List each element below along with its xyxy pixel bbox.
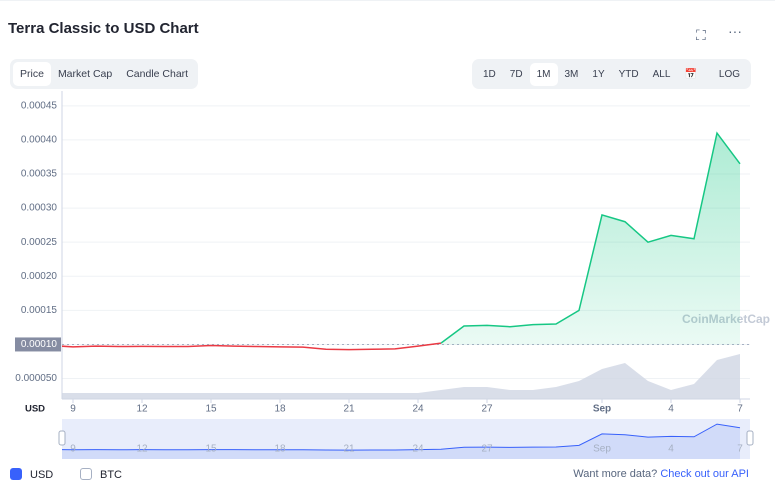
price-line bbox=[440, 131, 741, 344]
y-tick-label: 0.00025 bbox=[21, 237, 58, 248]
plot bbox=[62, 131, 750, 399]
tabs: Price Market Cap Candle Chart bbox=[10, 59, 199, 89]
prompt: Want more data? bbox=[573, 468, 658, 480]
api-link[interactable]: Check out our API bbox=[660, 468, 749, 480]
navigator-label: 27 bbox=[481, 444, 493, 455]
price-area bbox=[430, 133, 740, 345]
price-line bbox=[62, 342, 442, 351]
fullscreen-icon[interactable]: ⛶ bbox=[696, 27, 706, 43]
navigator-plot bbox=[62, 423, 741, 459]
x-tick-label: Sep bbox=[593, 404, 611, 415]
navigator-label: 15 bbox=[205, 444, 217, 455]
navigator-area bbox=[62, 424, 740, 459]
label: BTC bbox=[100, 469, 122, 481]
navigator-handle[interactable] bbox=[746, 430, 754, 446]
x-tick-label: 24 bbox=[412, 404, 424, 415]
x-tick-label: 9 bbox=[70, 404, 76, 415]
navigator-label: 24 bbox=[412, 444, 424, 455]
more-icon[interactable]: ··· bbox=[728, 23, 742, 39]
navigator-label: 7 bbox=[737, 444, 743, 455]
checkbox[interactable] bbox=[10, 468, 22, 480]
range[interactable]: 7D bbox=[509, 68, 523, 80]
x-tick-label: 12 bbox=[136, 404, 148, 415]
x-tick-label: 18 bbox=[274, 404, 286, 415]
y-tick-label: 0.00030 bbox=[21, 203, 58, 214]
title: Terra Classic to USD Chart bbox=[8, 20, 199, 37]
x-tick-label: 7 bbox=[737, 404, 743, 415]
checkbox[interactable] bbox=[80, 468, 92, 480]
y-axis-label: USD bbox=[25, 404, 45, 415]
navigator-label: 4 bbox=[668, 444, 674, 455]
y-tick-label: 0.000050 bbox=[15, 373, 57, 384]
currency-btc[interactable]: BTC bbox=[80, 468, 122, 481]
x-tick-label: 21 bbox=[343, 404, 355, 415]
api-prompt: Want more data? Check out our API bbox=[573, 468, 749, 480]
y-tick-label: 0.00015 bbox=[21, 305, 58, 316]
range[interactable]: ALL bbox=[652, 68, 671, 80]
navigator-label: 21 bbox=[343, 444, 355, 455]
range[interactable]: 1D bbox=[483, 68, 496, 80]
ranges: 1D 7D 1M 3M 1Y YTD ALL 📅 LOG bbox=[472, 59, 751, 89]
tab[interactable]: Candle Chart bbox=[126, 68, 189, 80]
range[interactable]: 1M bbox=[529, 62, 558, 86]
y-tick-highlight bbox=[15, 337, 61, 352]
navigator-handle[interactable] bbox=[58, 430, 66, 446]
x-tick-label: 4 bbox=[668, 404, 674, 415]
x-tick-label: 15 bbox=[205, 404, 217, 415]
y-tick-label: 0.00035 bbox=[21, 169, 58, 180]
navigator-label: Sep bbox=[593, 444, 611, 455]
range[interactable]: YTD bbox=[618, 68, 639, 80]
y-tick-label: 0.00045 bbox=[21, 100, 58, 111]
tab[interactable]: Price bbox=[13, 62, 51, 86]
currency-usd[interactable]: USD bbox=[10, 468, 53, 481]
chart: CoinMarketCap USD 0.0000500.000100.00015… bbox=[15, 91, 770, 459]
volume-area bbox=[62, 354, 740, 399]
y-tick-label: 0.00040 bbox=[21, 135, 58, 146]
y-tick-label: 0.00020 bbox=[21, 271, 58, 282]
x-tick-label: 27 bbox=[481, 404, 493, 415]
tab[interactable]: Market Cap bbox=[57, 68, 113, 80]
navigator-line bbox=[62, 423, 741, 451]
log-button[interactable]: LOG bbox=[718, 68, 741, 80]
calendar-icon[interactable]: 📅 bbox=[684, 68, 697, 80]
navigator-label: 18 bbox=[274, 444, 286, 455]
label: USD bbox=[30, 469, 54, 481]
navigator-label: 9 bbox=[70, 444, 76, 455]
range[interactable]: 3M bbox=[564, 68, 579, 80]
y-tick-label: 0.00010 bbox=[21, 339, 58, 350]
range[interactable]: 1Y bbox=[592, 68, 605, 80]
navigator-label: 12 bbox=[136, 444, 148, 455]
